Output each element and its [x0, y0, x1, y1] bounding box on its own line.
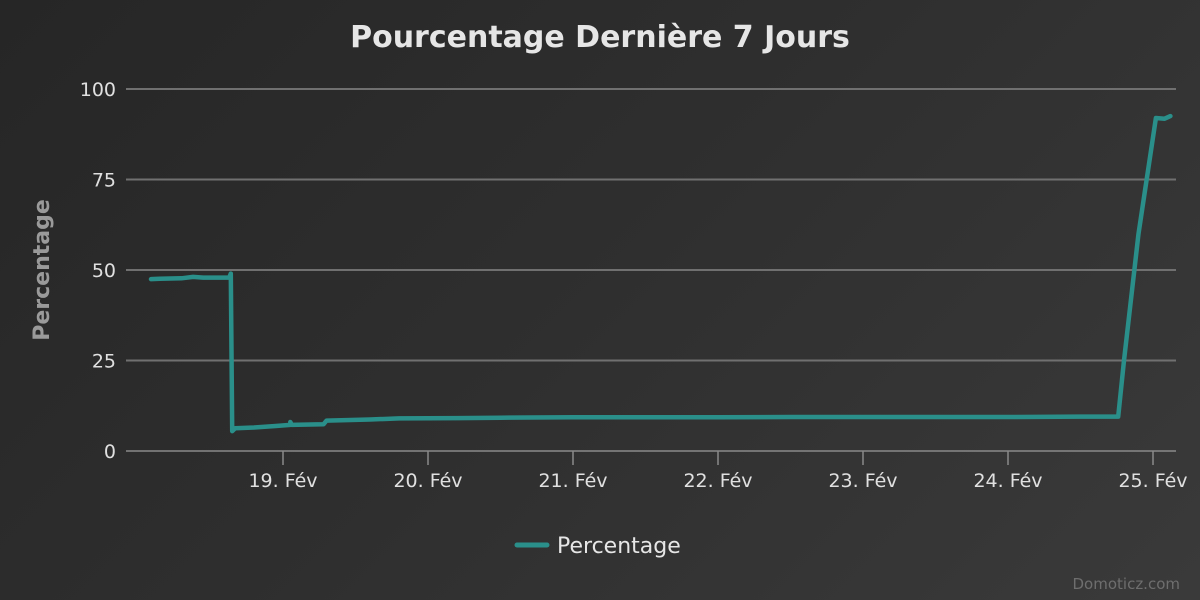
x-tick-label: 23. Fév — [828, 470, 897, 492]
x-tick-label: 24. Fév — [973, 470, 1042, 492]
x-tick-label: 25. Fév — [1118, 470, 1187, 492]
y-tick-label: 50 — [92, 260, 116, 282]
y-axis-label: Percentage — [30, 199, 55, 341]
y-tick-label: 100 — [80, 79, 116, 101]
chart-title: Pourcentage Dernière 7 Jours — [350, 20, 850, 55]
y-tick-label: 0 — [104, 441, 116, 463]
y-tick-label: 25 — [92, 351, 116, 373]
x-tick-label: 20. Fév — [393, 470, 462, 492]
x-tick-label: 19. Fév — [248, 470, 317, 492]
x-tick-label: 21. Fév — [538, 470, 607, 492]
series-line[interactable] — [148, 113, 1173, 434]
legend-item-percentage[interactable]: Percentage — [557, 534, 681, 559]
grid-lines — [126, 88, 1176, 362]
y-axis-ticks: 0 25 50 75 100 — [80, 79, 116, 463]
credit-link[interactable]: Domoticz.com — [1073, 575, 1181, 593]
x-axis-ticks: 19. Fév 20. Fév 21. Fév 22. Fév 23. Fév 24. F… — [248, 451, 1188, 492]
legend[interactable]: Percentage — [514, 534, 681, 559]
series-percentage[interactable] — [148, 113, 1173, 434]
y-tick-label: 75 — [92, 170, 116, 192]
x-tick-label: 22. Fév — [683, 470, 752, 492]
